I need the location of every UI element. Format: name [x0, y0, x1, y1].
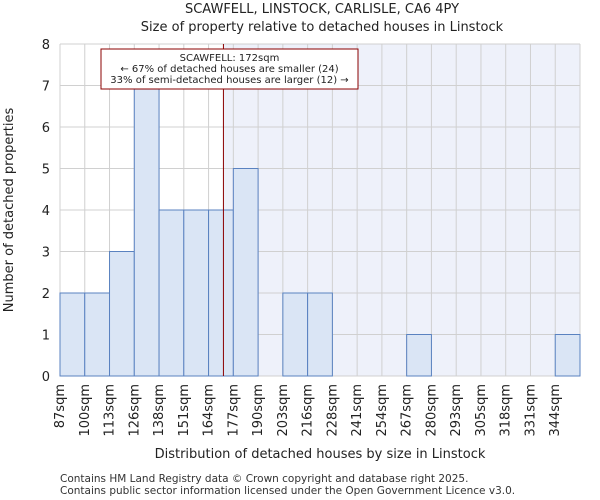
- bar: [183, 209, 210, 377]
- bar: [84, 292, 111, 377]
- x-tick-label: 216sqm: [301, 384, 316, 437]
- x-tick-label: 100sqm: [78, 384, 93, 437]
- bar: [232, 168, 259, 377]
- x-tick-label: 331sqm: [523, 384, 538, 437]
- bar: [133, 85, 160, 377]
- x-tick-label: 190sqm: [251, 384, 266, 437]
- x-tick-label: 138sqm: [152, 384, 167, 437]
- annotation-line-2: ← 67% of detached houses are smaller (24…: [120, 64, 338, 75]
- x-tick-label: 254sqm: [375, 384, 390, 437]
- bar: [406, 334, 432, 377]
- y-tick-label: 2: [42, 287, 50, 302]
- x-tick-label: 203sqm: [276, 384, 291, 437]
- x-tick-label: 177sqm: [226, 384, 241, 437]
- bar: [208, 209, 234, 377]
- x-tick-label: 241sqm: [350, 384, 365, 437]
- x-tick-label: 305sqm: [474, 384, 489, 437]
- y-tick-label: 7: [42, 80, 50, 95]
- x-tick-label: 87sqm: [53, 384, 68, 428]
- annotation-line-1: SCAWFELL: 172sqm: [180, 53, 280, 64]
- x-tick-label: 113sqm: [103, 384, 118, 437]
- x-tick-label: 293sqm: [449, 384, 464, 437]
- x-tick-label: 280sqm: [424, 384, 439, 437]
- x-tick-label: 344sqm: [548, 384, 563, 437]
- x-axis-label: Distribution of detached houses by size …: [155, 447, 486, 462]
- chart-title: SCAWFELL, LINSTOCK, CARLISLE, CA6 4PY: [185, 2, 459, 17]
- x-tick-label: 126sqm: [127, 384, 142, 437]
- y-tick-label: 5: [42, 163, 50, 178]
- x-tick-label: 318sqm: [499, 384, 514, 437]
- y-tick-label: 6: [42, 121, 50, 136]
- y-tick-label: 8: [42, 38, 50, 53]
- bar: [59, 292, 86, 377]
- x-tick-labels: 87sqm 100sqm 113sqm 126sqm 138sqm 151sqm 164sq…: [53, 384, 563, 437]
- y-tick-label: 0: [42, 370, 50, 385]
- y-axis-label: Number of detached properties: [2, 108, 17, 313]
- chart-subtitle: Size of property relative to detached ho…: [141, 20, 504, 35]
- footer-line-2: Contains public sector information licen…: [60, 485, 515, 497]
- x-tick-label: 267sqm: [400, 384, 415, 437]
- x-tick-label: 228sqm: [325, 384, 340, 437]
- x-tick-label: 151sqm: [177, 384, 192, 437]
- bars: [59, 85, 581, 377]
- bar: [282, 292, 309, 377]
- footer-line-1: Contains HM Land Registry data © Crown c…: [60, 473, 468, 485]
- annotation-box: [100, 48, 359, 90]
- bar: [109, 251, 135, 377]
- bar: [307, 292, 333, 377]
- y-tick-label: 3: [42, 246, 50, 261]
- y-tick-labels: 0 1 2 3 4 5 6 7 8: [42, 38, 50, 385]
- y-tick-label: 1: [42, 329, 50, 344]
- annotation-line-3: 33% of semi-detached houses are larger (…: [110, 75, 348, 86]
- bar: [554, 334, 581, 377]
- y-tick-label: 4: [42, 204, 50, 219]
- bar: [158, 209, 185, 377]
- x-tick-label: 164sqm: [202, 384, 217, 437]
